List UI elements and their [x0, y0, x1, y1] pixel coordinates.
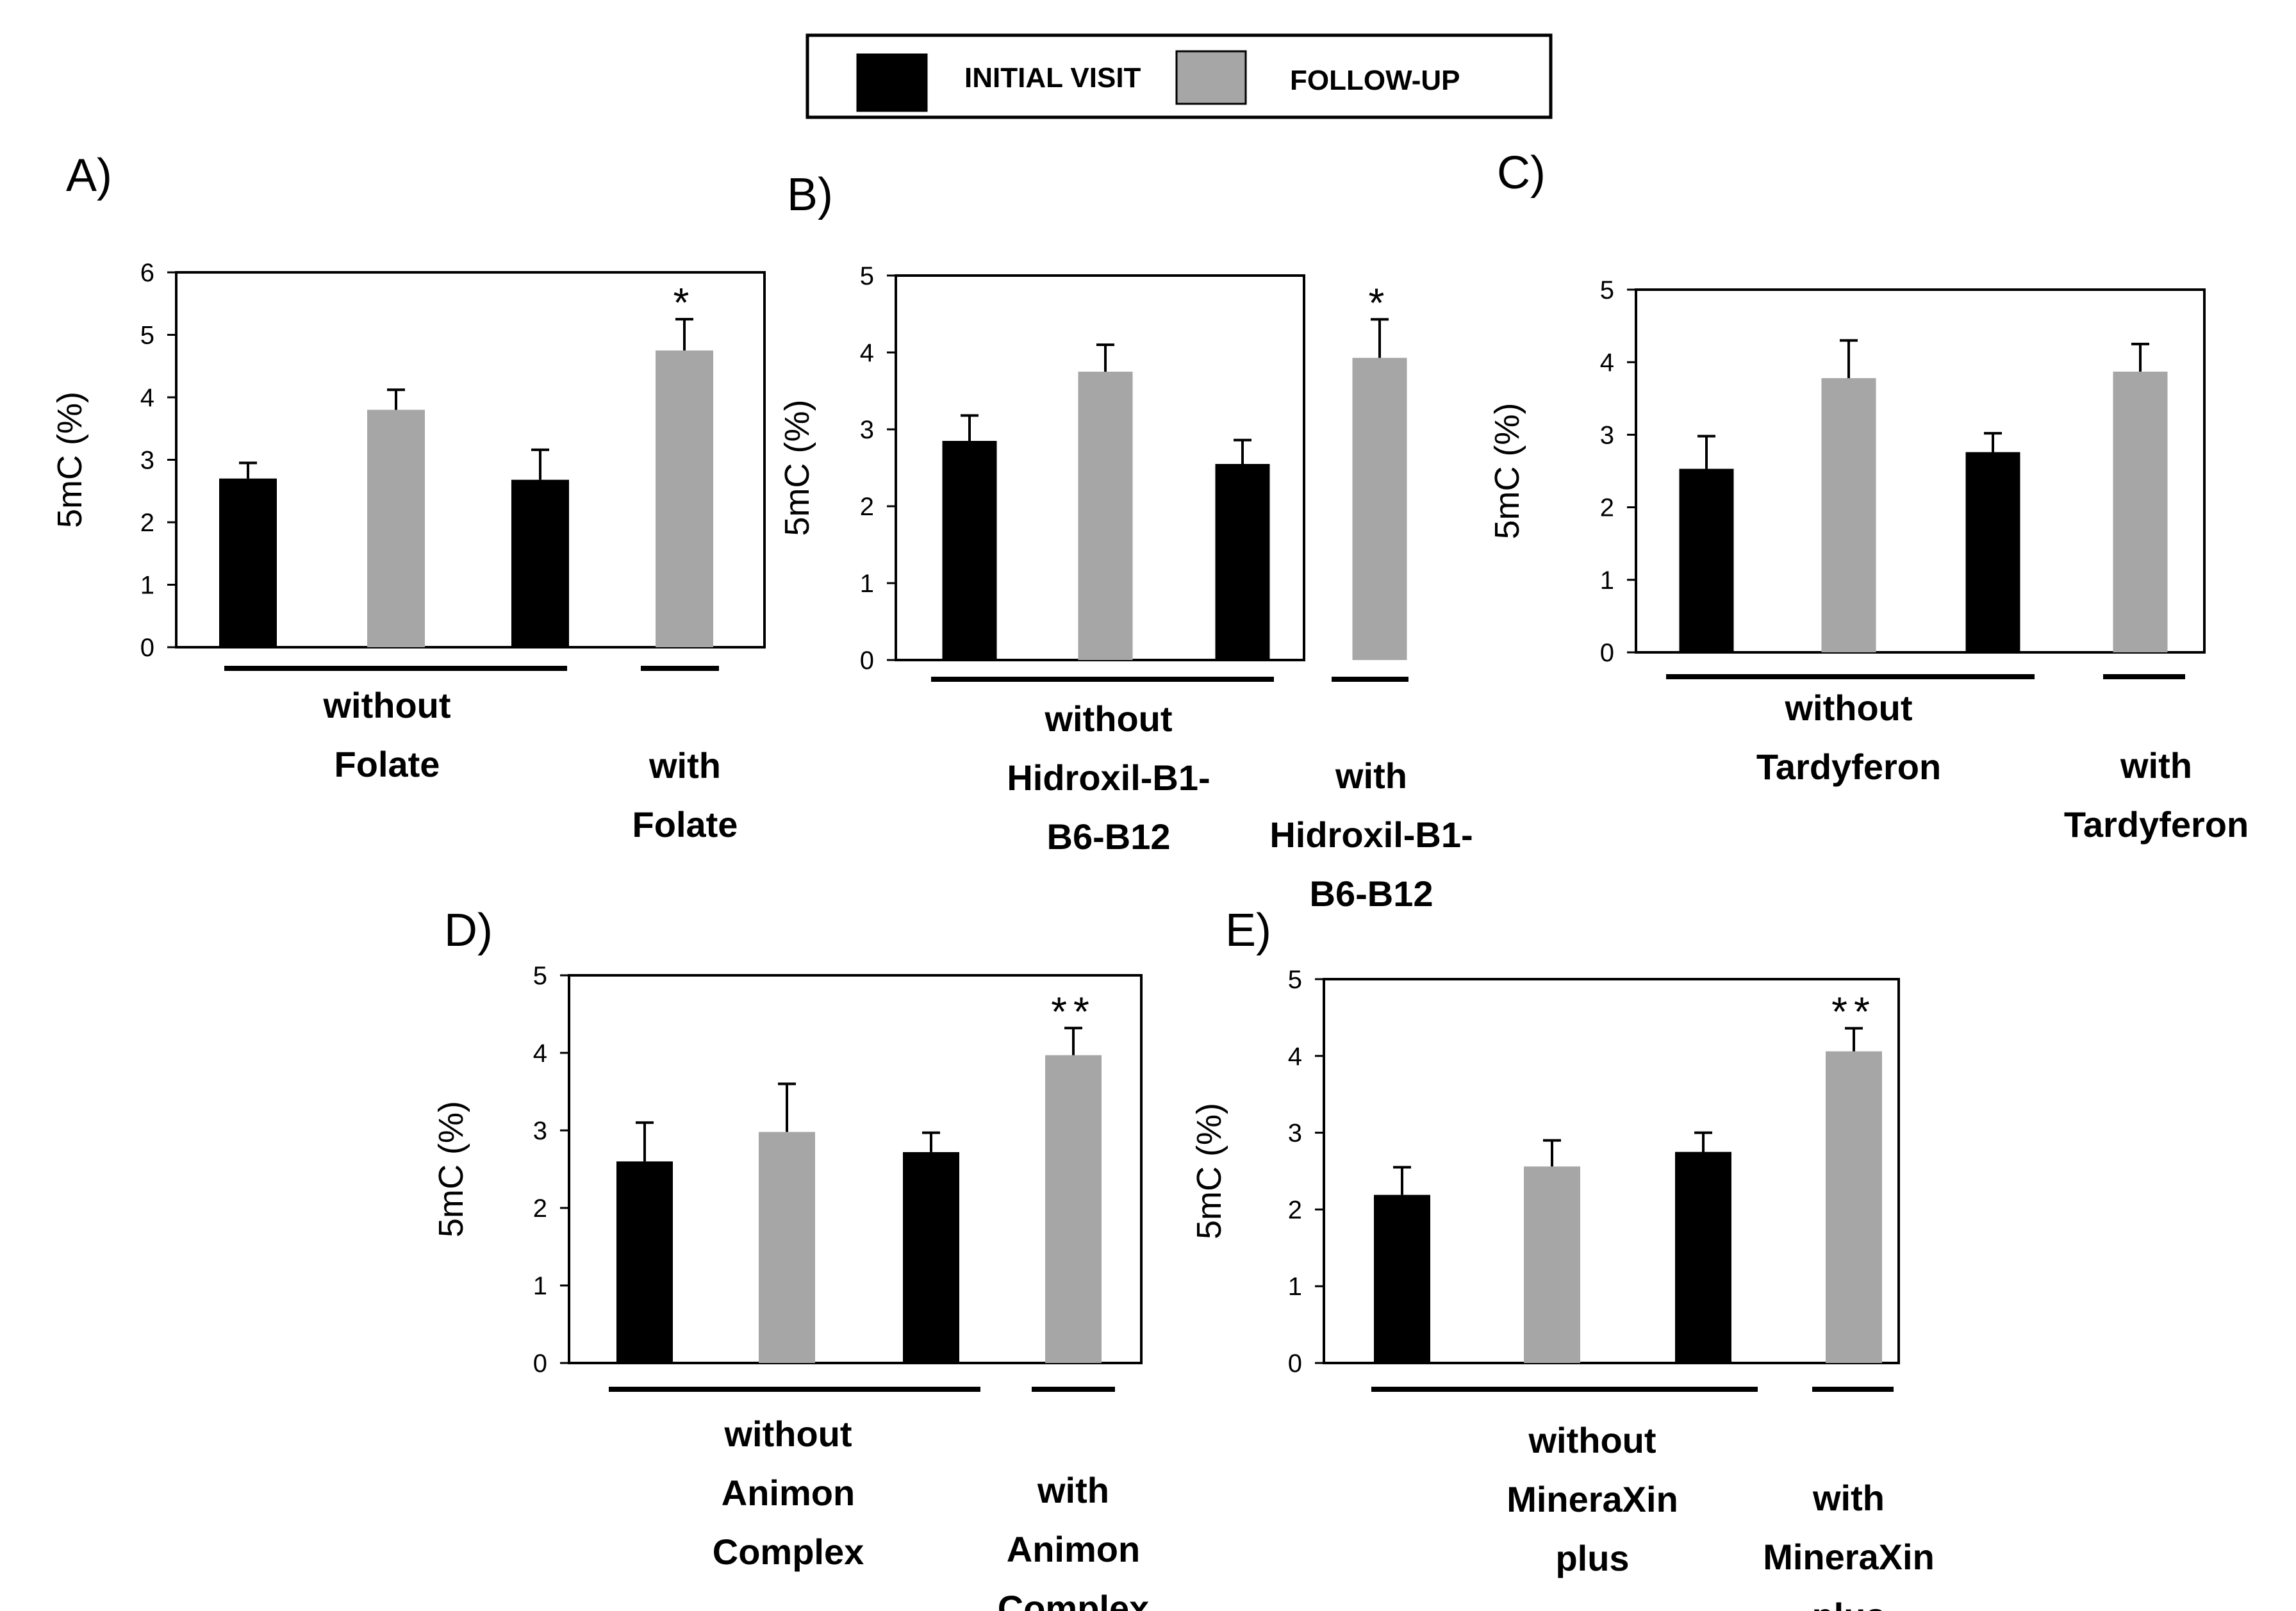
y-tick-label: 4	[1288, 1043, 1302, 1071]
y-tick-label: 0	[1288, 1350, 1302, 1378]
chart-panels: A) 0 1 2 3 4 5 6 5mC (%) * without Folate with Folate…	[51, 147, 2249, 1611]
y-tick-label: 5	[1600, 276, 1614, 304]
group-label: without MineraXin plus	[1507, 1420, 1678, 1578]
y-axis-title: 5mC (%)	[1488, 403, 1526, 540]
group-label: with Tardyferon	[2064, 745, 2249, 845]
group-label: withMineraXinplus	[1763, 1478, 1935, 1611]
bar-initial-visit	[1965, 452, 2020, 652]
bar-follow-up	[1826, 1051, 1882, 1363]
y-tick-label: 2	[860, 493, 874, 521]
bar-initial-visit	[1679, 468, 1734, 652]
bar-follow-up	[1821, 378, 1876, 652]
y-tick-label: 0	[140, 634, 154, 662]
y-axis-title: 5mC (%)	[1190, 1103, 1228, 1239]
y-tick-label: 4	[1600, 349, 1614, 377]
y-tick-label: 2	[1600, 494, 1614, 522]
y-tick-label: 0	[860, 647, 874, 675]
bar-follow-up	[656, 350, 713, 647]
bar-follow-up	[759, 1132, 815, 1363]
legend-swatch-initial	[856, 53, 928, 112]
y-tick-label: 5	[1288, 966, 1302, 994]
legend-swatch-followup	[1175, 50, 1247, 105]
bar-follow-up	[1045, 1055, 1102, 1363]
y-tick-label: 3	[1288, 1119, 1302, 1148]
group-label: without Hidroxil-B1-B6-B12	[1007, 698, 1210, 857]
group-label: without Tardyferon	[1756, 688, 1941, 787]
y-tick-label: 1	[860, 570, 874, 598]
chart-panel-e: E) 0 1 2 3 4 5 5mC (%) ** without MineraXin plus wit…	[1190, 905, 1935, 1611]
y-tick-label: 2	[140, 509, 154, 537]
significance-marker: **	[1051, 988, 1096, 1034]
panel-label: B)	[787, 169, 833, 220]
y-tick-label: 3	[860, 416, 874, 444]
bar-initial-visit	[511, 479, 569, 647]
legend-label-initial: INITIAL VISIT	[964, 62, 1141, 94]
y-tick-label: 2	[1288, 1196, 1302, 1224]
y-tick-label: 4	[140, 384, 154, 412]
bar-initial-visit	[942, 441, 997, 660]
y-tick-label: 3	[140, 447, 154, 475]
y-tick-label: 4	[533, 1039, 547, 1068]
chart-panel-c: C) 0 1 2 3 4 5 5mC (%) without Tardyferon with Tard…	[1488, 147, 2249, 845]
y-tick-label: 5	[533, 962, 547, 990]
significance-marker: *	[1369, 279, 1391, 326]
y-tick-label: 2	[533, 1194, 547, 1223]
group-label: without Animon Complex	[713, 1414, 864, 1572]
y-tick-label: 5	[860, 262, 874, 290]
y-tick-label: 4	[860, 339, 874, 367]
chart-panel-b: B) 0 1 2 3 4 5 5mC (%) * without Hidroxil-B1-B6-B1…	[778, 169, 1473, 914]
bar-follow-up	[1078, 372, 1133, 660]
bar-initial-visit	[1374, 1194, 1430, 1363]
significance-marker: **	[1831, 989, 1876, 1035]
y-tick-label: 1	[1600, 566, 1614, 595]
bar-initial-visit	[1215, 464, 1270, 660]
y-axis-title: 5mC (%)	[432, 1101, 470, 1237]
bar-follow-up	[367, 409, 425, 647]
significance-marker: *	[673, 279, 696, 326]
bar-initial-visit	[1675, 1152, 1731, 1363]
panel-label: E)	[1225, 905, 1271, 956]
bar-initial-visit	[219, 478, 277, 647]
bar-follow-up	[1524, 1166, 1580, 1363]
y-tick-label: 1	[533, 1272, 547, 1300]
panel-label: A)	[66, 150, 112, 201]
y-tick-label: 3	[533, 1117, 547, 1145]
y-tick-label: 6	[140, 259, 154, 287]
group-label: with Folate	[632, 745, 738, 845]
y-axis-title: 5mC (%)	[51, 392, 89, 528]
group-label: with Hidroxil-B1-B6-B12	[1269, 756, 1473, 914]
panel-label: D)	[444, 905, 493, 956]
chart-panel-a: A) 0 1 2 3 4 5 6 5mC (%) * without Folate with Folate	[51, 150, 766, 845]
y-tick-label: 1	[1288, 1273, 1302, 1301]
legend: INITIAL VISIT FOLLOW-UP	[805, 33, 1553, 119]
bar-initial-visit	[903, 1152, 959, 1363]
panel-label: C)	[1497, 147, 1546, 199]
legend-label-followup: FOLLOW-UP	[1290, 65, 1460, 96]
bar-follow-up	[1352, 358, 1407, 660]
group-label: without Folate	[322, 685, 450, 784]
y-tick-label: 0	[1600, 639, 1614, 667]
chart-panel-d: D) 0 1 2 3 4 5 5mC (%) ** without Animon Complex wit…	[432, 905, 1149, 1611]
group-label: with Animon Complex	[998, 1470, 1150, 1611]
y-axis-title: 5mC (%)	[778, 400, 816, 536]
bar-initial-visit	[616, 1161, 673, 1363]
y-tick-label: 1	[140, 572, 154, 600]
y-tick-label: 0	[533, 1350, 547, 1378]
y-tick-label: 5	[140, 322, 154, 350]
bar-follow-up	[2113, 371, 2168, 652]
y-tick-label: 3	[1600, 421, 1614, 449]
